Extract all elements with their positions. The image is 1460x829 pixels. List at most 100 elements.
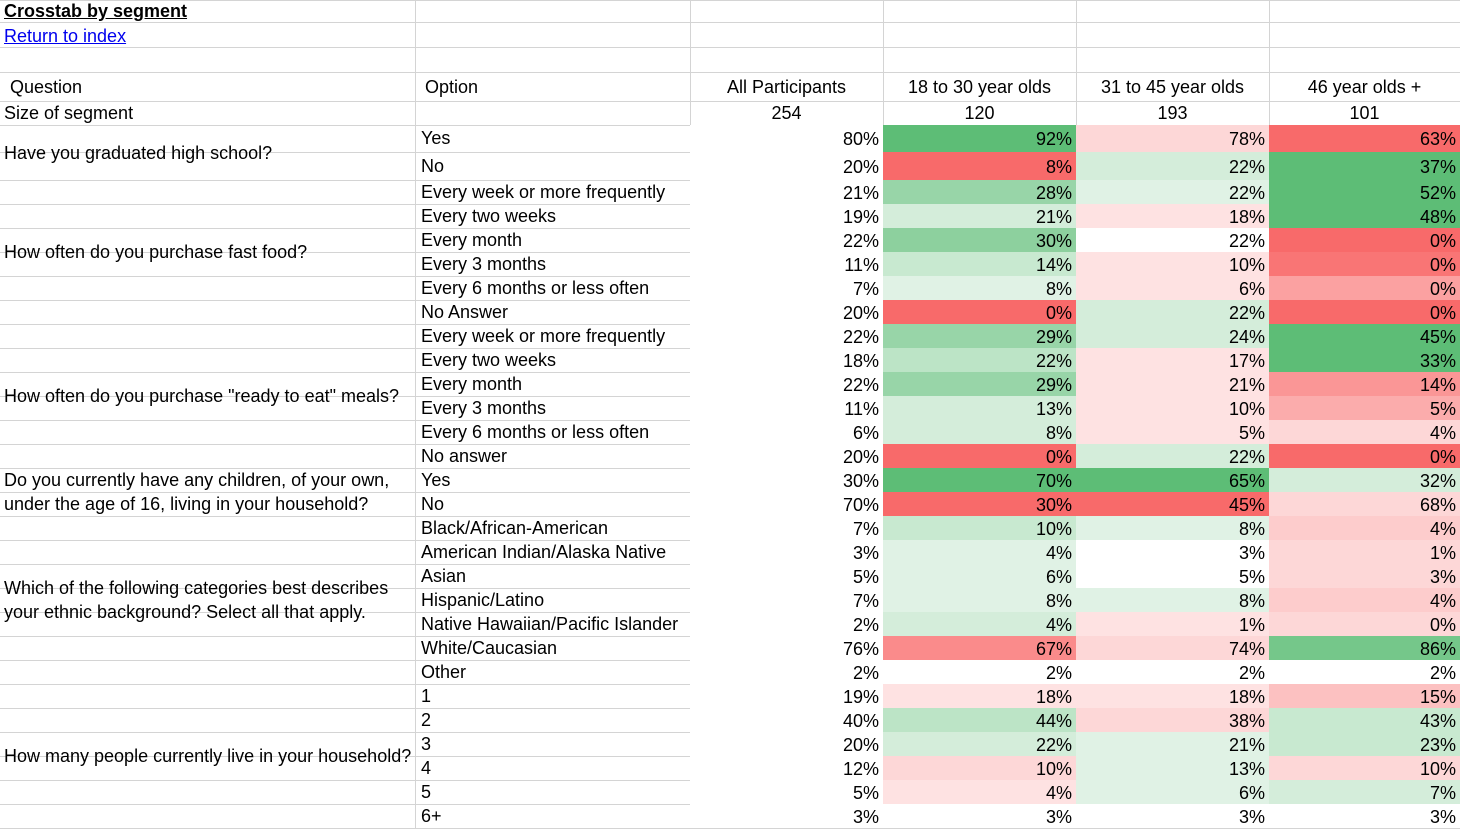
value-cell: 10% — [883, 516, 1076, 540]
column-header-option: Option — [425, 77, 479, 97]
question-text: How many people currently live in your h… — [4, 746, 412, 766]
value-cell: 70% — [690, 492, 883, 516]
value-cell: 1% — [1076, 612, 1269, 636]
value-cell: 5% — [1269, 396, 1460, 420]
option-label: Native Hawaiian/Pacific Islander — [421, 614, 679, 634]
value-cell: 7% — [690, 588, 883, 612]
value-cell: 22% — [690, 228, 883, 252]
value-cell: 21% — [1076, 732, 1269, 756]
value-cell: 17% — [1076, 348, 1269, 372]
value-cell: 22% — [1076, 444, 1269, 468]
value-cell: 20% — [690, 732, 883, 756]
value-cell: 0% — [1269, 228, 1460, 252]
value-cell: 4% — [883, 612, 1076, 636]
option-label: Every week or more frequently — [421, 326, 666, 346]
value-cell: 5% — [1076, 564, 1269, 588]
value-cell: 13% — [1076, 756, 1269, 780]
value-cell: 19% — [690, 204, 883, 228]
value-cell: 11% — [690, 396, 883, 420]
value-cell: 18% — [1076, 684, 1269, 708]
option-label: Every month — [421, 374, 523, 394]
value-cell: 2% — [1076, 660, 1269, 684]
option-label: Every month — [421, 230, 523, 250]
value-cell: 3% — [1076, 540, 1269, 564]
option-label: Hispanic/Latino — [421, 590, 545, 610]
value-cell: 7% — [1269, 780, 1460, 804]
value-cell: 8% — [1076, 516, 1269, 540]
value-cell: 32% — [1269, 468, 1460, 492]
value-cell: 0% — [1269, 444, 1460, 468]
value-cell: 8% — [883, 588, 1076, 612]
value-cell: 3% — [1269, 564, 1460, 588]
value-cell: 6% — [883, 564, 1076, 588]
value-cell: 0% — [883, 444, 1076, 468]
question-text: Do you currently have any children, of y… — [4, 470, 390, 514]
value-cell: 13% — [883, 396, 1076, 420]
grid-row-line — [0, 22, 1460, 23]
grid-row-line — [0, 0, 1460, 1]
value-cell: 21% — [690, 180, 883, 204]
option-label: No — [421, 494, 445, 514]
option-label: Every week or more frequently — [421, 182, 666, 202]
option-label: Yes — [421, 128, 451, 148]
value-cell: 43% — [1269, 708, 1460, 732]
value-cell: 8% — [883, 420, 1076, 444]
size-of-segment-label: Size of segment — [4, 103, 134, 123]
return-to-index-link[interactable]: Return to index — [4, 26, 127, 46]
value-cell: 63% — [1269, 125, 1460, 152]
value-cell: 21% — [1076, 372, 1269, 396]
option-label: Black/African-American — [421, 518, 609, 538]
value-cell: 18% — [690, 348, 883, 372]
value-cell: 22% — [1076, 300, 1269, 324]
value-cell: 29% — [883, 372, 1076, 396]
value-cell: 0% — [1269, 300, 1460, 324]
value-cell: 2% — [690, 612, 883, 636]
value-cell: 2% — [883, 660, 1076, 684]
option-label: No answer — [421, 446, 508, 466]
question-text: Which of the following categories best d… — [4, 578, 389, 622]
value-cell: 22% — [1076, 228, 1269, 252]
option-label: Other — [421, 662, 467, 682]
value-cell: 37% — [1269, 152, 1460, 180]
value-cell: 24% — [1076, 324, 1269, 348]
value-cell: 33% — [1269, 348, 1460, 372]
grid-row-line — [0, 101, 1460, 102]
value-cell: 3% — [1076, 804, 1269, 828]
option-label: Every two weeks — [421, 206, 557, 226]
option-label: Every 3 months — [421, 254, 547, 274]
option-label: No Answer — [421, 302, 509, 322]
option-label: Every 6 months or less often — [421, 278, 650, 298]
value-cell: 70% — [883, 468, 1076, 492]
value-cell: 38% — [1076, 708, 1269, 732]
question-label: Do you currently have any children, of y… — [0, 468, 415, 516]
value-cell: 11% — [690, 252, 883, 276]
value-cell: 80% — [690, 125, 883, 152]
option-label: Asian — [421, 566, 467, 586]
column-header-segment: 18 to 30 year olds — [907, 77, 1052, 97]
value-cell: 1% — [1269, 540, 1460, 564]
value-cell: 2% — [690, 660, 883, 684]
value-cell: 22% — [1076, 180, 1269, 204]
value-cell: 22% — [1076, 152, 1269, 180]
value-cell: 4% — [1269, 516, 1460, 540]
value-cell: 8% — [883, 152, 1076, 180]
segment-size-value: 101 — [1349, 103, 1380, 123]
value-cell: 5% — [690, 780, 883, 804]
column-header-question: Question — [10, 77, 83, 97]
value-cell: 86% — [1269, 636, 1460, 660]
column-header-segment: All Participants — [726, 77, 847, 97]
value-cell: 12% — [690, 756, 883, 780]
value-cell: 3% — [690, 540, 883, 564]
value-cell: 68% — [1269, 492, 1460, 516]
option-label: 4 — [421, 758, 432, 778]
value-cell: 6% — [690, 420, 883, 444]
value-cell: 22% — [883, 732, 1076, 756]
value-cell: 0% — [1269, 276, 1460, 300]
value-cell: 3% — [883, 804, 1076, 828]
column-header-segment: 31 to 45 year olds — [1100, 77, 1245, 97]
value-cell: 3% — [1269, 804, 1460, 828]
value-cell: 0% — [1269, 252, 1460, 276]
option-label: Every 3 months — [421, 398, 547, 418]
value-cell: 6% — [1076, 276, 1269, 300]
